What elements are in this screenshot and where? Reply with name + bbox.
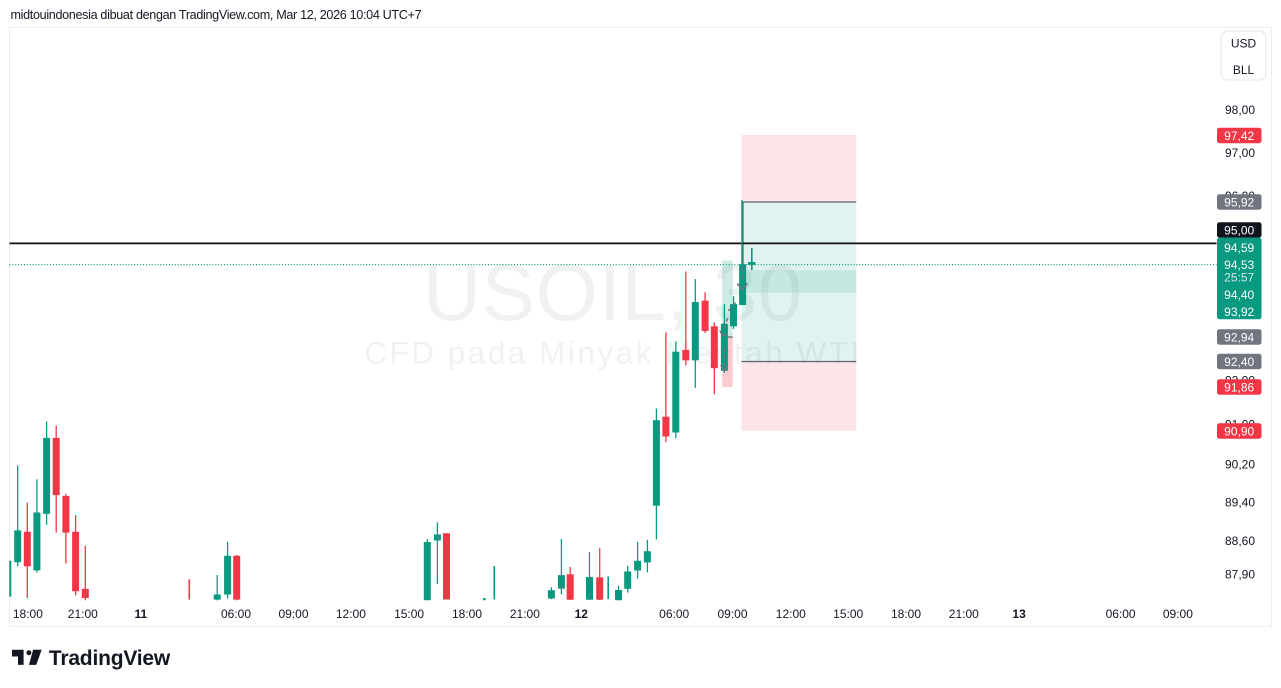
svg-text:94,59: 94,59 [1224, 241, 1254, 255]
svg-text:94,53: 94,53 [1224, 258, 1254, 272]
svg-text:25:57: 25:57 [1224, 271, 1254, 285]
svg-text:93,92: 93,92 [1224, 305, 1254, 319]
svg-text:87,90: 87,90 [1225, 568, 1255, 582]
svg-text:13: 13 [1012, 607, 1026, 621]
svg-text:09:00: 09:00 [278, 607, 308, 621]
svg-text:USD: USD [1231, 37, 1257, 51]
svg-text:21:00: 21:00 [68, 607, 98, 621]
svg-text:18:00: 18:00 [891, 607, 921, 621]
svg-text:21:00: 21:00 [949, 607, 979, 621]
svg-text:06:00: 06:00 [221, 607, 251, 621]
svg-text:97,00: 97,00 [1225, 146, 1255, 160]
svg-text:15:00: 15:00 [394, 607, 424, 621]
svg-text:98,00: 98,00 [1225, 103, 1255, 117]
svg-text:92,94: 92,94 [1224, 330, 1254, 344]
svg-text:88,60: 88,60 [1225, 534, 1255, 548]
svg-text:06:00: 06:00 [659, 607, 689, 621]
svg-text:91,86: 91,86 [1224, 380, 1254, 394]
svg-text:CFD pada Minyak Mentah WTI: CFD pada Minyak Mentah WTI [364, 334, 861, 370]
svg-text:95,92: 95,92 [1224, 195, 1254, 209]
svg-text:TradingView: TradingView [49, 647, 171, 670]
svg-text:09:00: 09:00 [1163, 607, 1193, 621]
svg-text:BLL: BLL [1233, 63, 1255, 77]
svg-text:06:00: 06:00 [1106, 607, 1136, 621]
svg-text:12:00: 12:00 [776, 607, 806, 621]
svg-text:95,00: 95,00 [1224, 223, 1254, 237]
svg-text:92,40: 92,40 [1224, 355, 1254, 369]
svg-text:11: 11 [135, 607, 148, 621]
svg-text:21:00: 21:00 [510, 607, 540, 621]
svg-text:18:00: 18:00 [452, 607, 482, 621]
svg-text:90,90: 90,90 [1224, 424, 1254, 438]
svg-text:USOIL, 30: USOIL, 30 [423, 248, 803, 337]
svg-text:90,20: 90,20 [1225, 457, 1255, 471]
svg-text:09:00: 09:00 [717, 607, 747, 621]
svg-text:18:00: 18:00 [13, 607, 43, 621]
svg-text:12:00: 12:00 [336, 607, 366, 621]
svg-text:12: 12 [575, 607, 589, 621]
svg-text:15:00: 15:00 [833, 607, 863, 621]
svg-text:89,40: 89,40 [1225, 496, 1255, 510]
svg-text:94,40: 94,40 [1224, 288, 1254, 302]
svg-text:midtouindonesia dibuat dengan: midtouindonesia dibuat dengan TradingVie… [11, 8, 422, 22]
svg-text:97,42: 97,42 [1224, 129, 1254, 143]
